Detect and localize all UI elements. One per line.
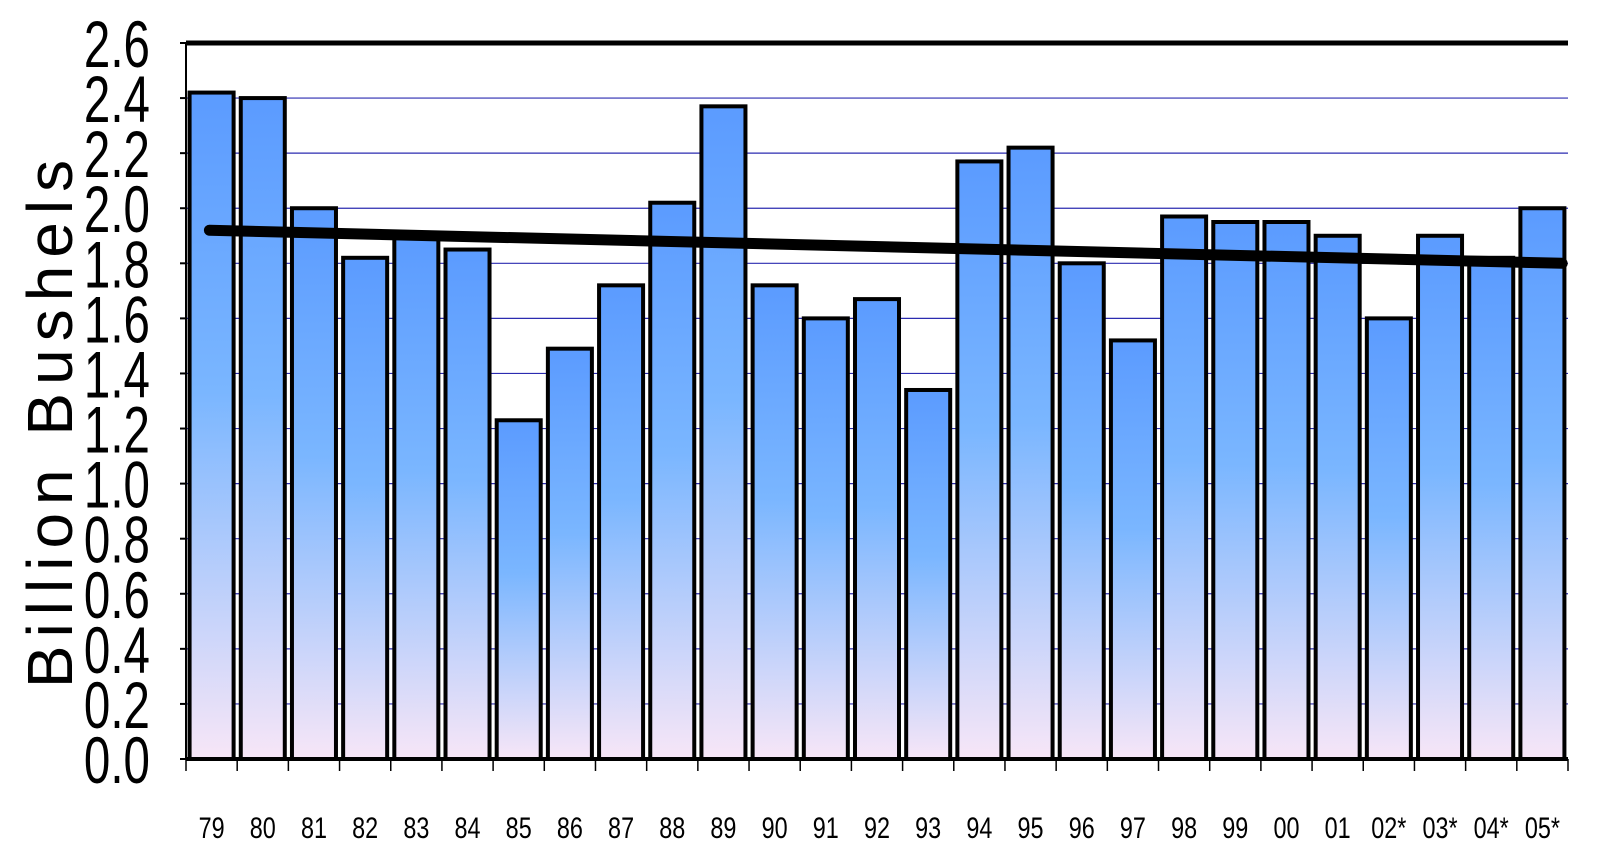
bar-93	[904, 387, 953, 761]
y-axis-ticks: 0.00.20.40.60.81.01.21.41.61.82.02.22.42…	[84, 8, 186, 798]
x-tick-label: 91	[813, 811, 839, 844]
bars	[187, 90, 1567, 762]
x-tick-label: 84	[455, 811, 481, 844]
x-tick-label: 05*	[1525, 811, 1561, 844]
x-tick-label: 03*	[1422, 811, 1458, 844]
y-axis-label: Billion Bushels	[14, 152, 86, 688]
bar-83	[392, 233, 441, 761]
y-tick-label: 0.2	[84, 669, 150, 742]
y-tick-label: 1.4	[84, 339, 150, 412]
bar-87	[597, 283, 646, 761]
x-tick-label: 85	[506, 811, 532, 844]
bar-89	[699, 104, 748, 762]
y-tick-label: 0.6	[84, 559, 150, 632]
bar-88	[648, 200, 697, 761]
bar-00	[1262, 220, 1311, 761]
bar-04star	[1467, 255, 1516, 761]
x-tick-label: 99	[1222, 811, 1248, 844]
y-tick-label: 1.8	[84, 229, 150, 302]
x-tick-label: 81	[301, 811, 327, 844]
trendline-group	[203, 224, 1568, 269]
x-tick-label: 83	[403, 811, 429, 844]
bar-94	[955, 159, 1004, 761]
bar-86	[545, 346, 594, 761]
x-tick-label: 79	[199, 811, 225, 844]
trendline	[203, 224, 1568, 269]
bar-85	[494, 418, 543, 761]
x-tick-label: 01	[1325, 811, 1351, 844]
bar-97	[1108, 338, 1157, 761]
x-axis-ticks: 79 80 81 82 83 84 85 86 87 88 89 90 91 92 93 94 95 96 97 98…	[185, 759, 1569, 845]
y-tick-label: 0.0	[84, 724, 150, 797]
y-tick-label: 0.4	[84, 614, 150, 687]
x-tick-label: 98	[1171, 811, 1197, 844]
x-tick-label: 95	[1018, 811, 1044, 844]
bar-84	[443, 247, 492, 762]
bar-80	[238, 96, 287, 762]
y-tick-label: 2.4	[84, 64, 150, 137]
bar-96	[1057, 261, 1106, 761]
x-tick-label: 88	[659, 811, 685, 844]
bar-99	[1211, 220, 1260, 761]
y-tick-label: 2.2	[84, 119, 150, 192]
x-tick-label: 80	[250, 811, 276, 844]
bar-01	[1313, 233, 1362, 761]
y-tick-label: 2.0	[84, 174, 150, 247]
x-tick-label: 90	[762, 811, 788, 844]
bar-81	[289, 206, 338, 761]
x-tick-label: 97	[1120, 811, 1146, 844]
x-tick-label: 92	[864, 811, 890, 844]
bar-95	[1006, 145, 1055, 761]
x-tick-label: 93	[915, 811, 941, 844]
x-tick-label: 86	[557, 811, 583, 844]
bar-92	[852, 297, 902, 761]
x-tick-label: 96	[1069, 811, 1095, 844]
y-tick-label: 1.0	[84, 449, 150, 522]
x-tick-label: 87	[608, 811, 634, 844]
x-tick-label: 82	[352, 811, 378, 844]
y-tick-label: 2.6	[84, 8, 150, 81]
x-tick-label: 02*	[1371, 811, 1407, 844]
x-tick-label: 04*	[1474, 811, 1510, 844]
y-tick-label: 0.8	[84, 504, 150, 577]
bar-02star	[1364, 316, 1413, 761]
bar-82	[341, 255, 390, 761]
bar-91	[801, 316, 850, 761]
x-tick-label: 94	[966, 811, 992, 844]
bar-03star	[1416, 233, 1465, 761]
y-tick-label: 1.6	[84, 284, 150, 357]
bar-79	[187, 90, 236, 762]
bar-05star	[1518, 206, 1567, 761]
bar-98	[1160, 214, 1209, 761]
plot-frame	[185, 40, 1568, 761]
y-tick-label: 1.2	[84, 394, 150, 467]
bar-90	[750, 283, 799, 761]
x-tick-label: 89	[710, 811, 736, 844]
x-tick-label: 00	[1273, 811, 1299, 844]
